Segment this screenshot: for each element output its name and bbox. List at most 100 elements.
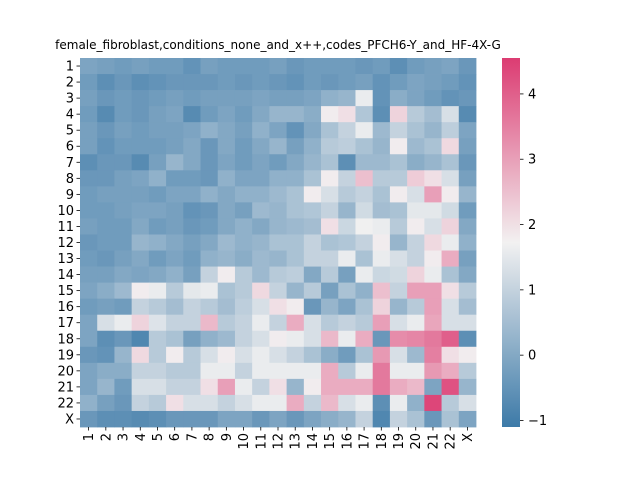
heatmap-cell xyxy=(389,314,408,332)
heatmap-cell xyxy=(131,282,150,300)
heatmap-cell xyxy=(252,250,270,267)
heatmap-cell xyxy=(114,410,133,428)
column-tick-label: 10 xyxy=(237,433,252,450)
heatmap-cell xyxy=(114,330,133,348)
heatmap-cell xyxy=(217,138,236,155)
heatmap-cell xyxy=(441,266,460,284)
heatmap-cell xyxy=(183,122,201,139)
heatmap-cell xyxy=(389,410,408,428)
heatmap-cell xyxy=(183,154,201,171)
column-tick-label: 17 xyxy=(358,433,373,450)
heatmap-cell xyxy=(424,314,442,332)
row-tick-label: 6 xyxy=(66,140,74,155)
heatmap-cell xyxy=(217,90,236,107)
heatmap-cell xyxy=(234,202,253,219)
heatmap-cell xyxy=(286,202,305,219)
column-tick-label: 4 xyxy=(134,433,149,441)
heatmap-cell xyxy=(131,298,150,316)
heatmap-cell xyxy=(269,282,288,300)
column-tick-label: 15 xyxy=(323,433,338,450)
heatmap-cell xyxy=(234,90,253,107)
heatmap-cell xyxy=(424,378,442,396)
heatmap-cell xyxy=(269,314,288,332)
heatmap-cell xyxy=(217,346,236,364)
heatmap-cell xyxy=(217,378,236,396)
heatmap-cell xyxy=(338,90,356,107)
heatmap-cell xyxy=(252,74,270,91)
heatmap-cell xyxy=(80,362,98,380)
heatmap-cell xyxy=(97,346,115,364)
heatmap-cell xyxy=(217,250,236,267)
heatmap-cell xyxy=(372,282,391,300)
heatmap-cell xyxy=(252,394,270,412)
heatmap-cell xyxy=(338,362,356,380)
heatmap-cell xyxy=(372,410,391,428)
heatmap-cell xyxy=(321,58,339,75)
heatmap-cell xyxy=(286,234,305,251)
row-tick-label: 9 xyxy=(66,188,74,203)
colorbar-tick-label: −1 xyxy=(528,414,547,429)
heatmap-cell xyxy=(424,74,442,91)
heatmap-cell xyxy=(407,170,425,187)
heatmap-cell xyxy=(321,138,339,155)
heatmap-cell xyxy=(458,282,477,300)
heatmap-cell xyxy=(321,170,339,187)
heatmap-cell xyxy=(286,346,305,364)
heatmap-cell xyxy=(200,314,219,332)
heatmap-cell xyxy=(441,154,460,171)
heatmap-cell xyxy=(200,218,219,235)
heatmap-cell xyxy=(424,138,442,155)
heatmap-cell xyxy=(252,138,270,155)
heatmap-cell xyxy=(80,282,98,300)
heatmap-cell xyxy=(458,234,477,251)
heatmap-cell xyxy=(200,346,219,364)
heatmap-cell xyxy=(458,346,477,364)
heatmap-cell xyxy=(355,394,374,412)
heatmap-cell xyxy=(441,186,460,203)
heatmap-cell xyxy=(252,170,270,187)
heatmap-cell xyxy=(166,250,184,267)
heatmap-cell xyxy=(166,202,184,219)
heatmap-cell xyxy=(252,122,270,139)
heatmap-cell xyxy=(148,74,167,91)
heatmap-cell xyxy=(217,314,236,332)
heatmap-cell xyxy=(303,106,322,123)
colorbar-tick-label: 2 xyxy=(528,218,536,233)
heatmap-cell xyxy=(148,154,167,171)
heatmap-cell xyxy=(200,362,219,380)
heatmap-cell xyxy=(183,202,201,219)
heatmap-cell xyxy=(389,362,408,380)
heatmap-cell xyxy=(80,58,98,75)
heatmap-cell xyxy=(286,138,305,155)
heatmap-cell xyxy=(217,106,236,123)
heatmap-cell xyxy=(338,282,356,300)
heatmap-cell xyxy=(372,138,391,155)
heatmap-cell xyxy=(183,250,201,267)
heatmap-cell xyxy=(321,74,339,91)
heatmap-cell xyxy=(441,234,460,251)
heatmap-cell xyxy=(286,266,305,284)
heatmap-cell xyxy=(407,202,425,219)
heatmap-cell xyxy=(200,202,219,219)
heatmap-cell xyxy=(286,74,305,91)
heatmap-cell xyxy=(389,250,408,267)
colorbar-gradient xyxy=(502,58,520,427)
heatmap-cell xyxy=(252,90,270,107)
heatmap-cell xyxy=(338,250,356,267)
column-tick-label: 13 xyxy=(289,433,304,450)
heatmap-cell xyxy=(269,218,288,235)
heatmap-cell xyxy=(114,282,133,300)
heatmap-cell xyxy=(148,186,167,203)
heatmap-cell xyxy=(338,122,356,139)
heatmap-cell xyxy=(148,314,167,332)
heatmap-cell xyxy=(458,58,477,75)
heatmap-cell xyxy=(458,378,477,396)
heatmap-cell xyxy=(252,378,270,396)
heatmap-cell xyxy=(131,218,150,235)
heatmap-cell xyxy=(286,314,305,332)
heatmap-cell xyxy=(131,74,150,91)
heatmap-cell xyxy=(458,330,477,348)
column-tick-label: 8 xyxy=(203,433,218,441)
column-axis: 1 2 3 4 5 6 7 8 9 10 11 12 13 14 15 16 17 18 19 20 21 22 X xyxy=(82,427,476,450)
column-tick-label: 14 xyxy=(306,433,321,450)
